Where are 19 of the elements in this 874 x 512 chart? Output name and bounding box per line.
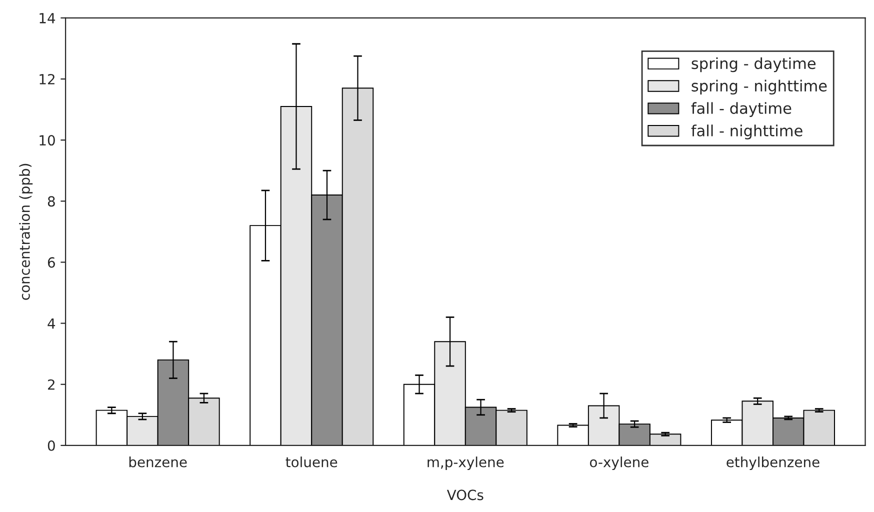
x-tick-label: m,p-xylene	[428, 456, 504, 470]
legend-label: spring - daytime	[692, 57, 816, 72]
y-tick-label: 6	[48, 257, 55, 268]
legend-label: fall - nighttime	[691, 124, 802, 140]
y-tick-label: 12	[40, 74, 54, 84]
legend-label: spring - nighttime	[692, 80, 827, 95]
y-axis-title: concentration (ppb)	[19, 164, 33, 300]
x-tick-label: benzene	[129, 456, 187, 468]
legend-label: fall - daytime	[691, 102, 792, 117]
x-tick-label: o-xylene	[590, 456, 648, 470]
x-axis-title: VOCs	[446, 490, 484, 500]
y-tick-label: 0	[48, 440, 55, 451]
y-tick-label: 10	[40, 135, 55, 146]
y-tick-label: 2	[48, 379, 54, 390]
x-tick-label: ethylbenzene	[726, 456, 820, 470]
y-tick-label: 14	[40, 13, 56, 24]
y-tick-label: 8	[48, 196, 55, 207]
x-tick-label: toluene	[286, 456, 338, 468]
y-tick-label: 4	[48, 318, 56, 329]
